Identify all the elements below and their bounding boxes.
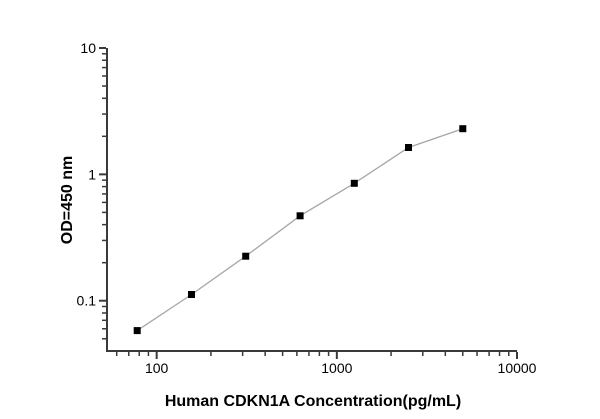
y-tick-label: 0.1 — [77, 293, 97, 309]
data-point-marker — [242, 252, 250, 260]
data-point-marker — [405, 144, 412, 151]
x-axis-title: Human CDKN1A Concentration(pg/mL) — [164, 393, 462, 410]
data-point-marker — [350, 179, 358, 187]
data-point-marker — [133, 327, 141, 335]
x-tick-label: 10000 — [498, 360, 537, 376]
y-tick-label: 1 — [88, 166, 96, 182]
series-line — [136, 128, 464, 332]
y-axis-title: OD=450 nm — [59, 155, 76, 245]
data-point-marker — [188, 291, 195, 298]
data-point-marker — [459, 125, 467, 133]
y-tick-label: 10 — [80, 40, 96, 56]
data-point-marker — [296, 212, 304, 220]
x-tick-label: 1000 — [321, 360, 352, 376]
x-tick-label: 100 — [145, 360, 169, 376]
